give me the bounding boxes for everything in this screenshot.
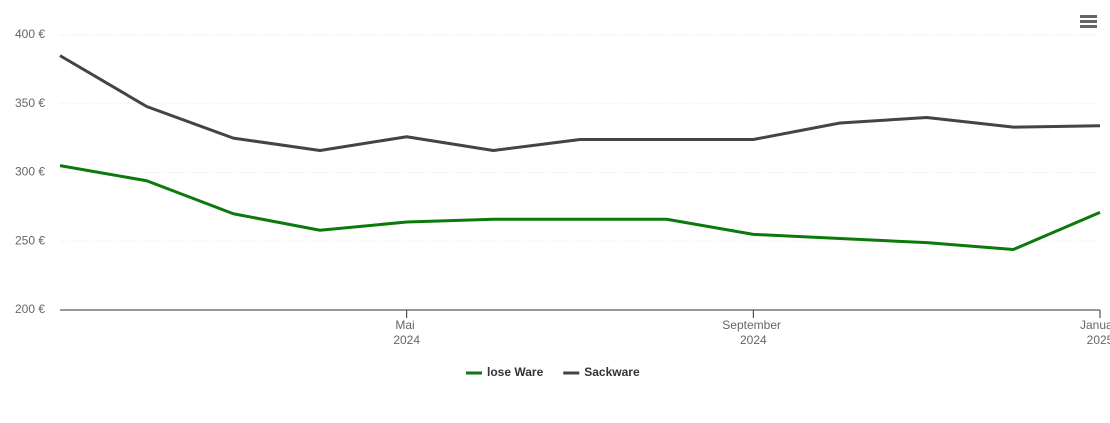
menu-icon[interactable] <box>1080 15 1097 28</box>
y-tick-label: 300 € <box>15 165 45 179</box>
x-tick-label: Mai 2024 <box>393 318 420 347</box>
y-tick-label: 250 € <box>15 233 45 247</box>
legend: lose Ware Sackware <box>466 365 640 379</box>
legend-item[interactable]: lose Ware <box>466 365 544 379</box>
y-tick-label: 200 € <box>15 302 45 316</box>
legend-item[interactable]: Sackware <box>563 365 640 379</box>
y-tick-label: 350 € <box>15 96 45 110</box>
menu-bar <box>1080 25 1097 28</box>
legend-text: lose Ware <box>487 365 544 379</box>
x-tick-label: Januar 2025 <box>1080 318 1110 347</box>
menu-bar <box>1080 15 1097 18</box>
x-tick-label: September 2024 <box>722 318 784 347</box>
legend-text: Sackware <box>584 365 640 379</box>
menu-bar <box>1080 20 1097 23</box>
y-tick-label: 400 € <box>15 27 45 41</box>
series-line <box>59 164 1101 251</box>
series-line <box>59 54 1101 152</box>
